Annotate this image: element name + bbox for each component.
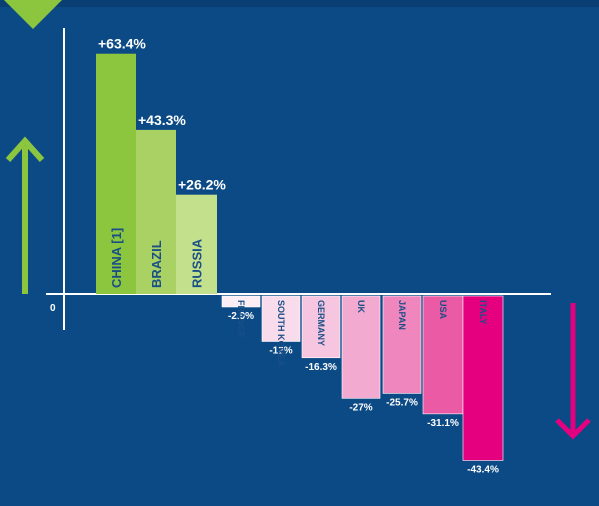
bar-china-1 <box>96 53 136 294</box>
down-arrow-icon <box>555 303 591 440</box>
bar-usa <box>422 295 464 415</box>
value-label-france: -2.9% <box>228 311 254 322</box>
value-label-china-1: +63.4% <box>98 36 146 52</box>
bar-brazil <box>136 129 176 294</box>
value-label-usa: -31.1% <box>427 418 459 429</box>
value-label-brazil: +43.3% <box>138 112 186 128</box>
value-label-germany: -16.3% <box>305 362 337 373</box>
category-label-south-korea: SOUTH KOREA <box>276 300 286 367</box>
value-label-russia: +26.2% <box>178 177 226 193</box>
value-label-south-korea: -12% <box>269 345 292 356</box>
bar-japan <box>382 295 422 394</box>
category-label-italy: ITALY <box>478 300 488 325</box>
category-label-france: FRANCE <box>236 300 246 338</box>
category-label-uk: UK <box>356 300 366 313</box>
bar-south-korea <box>261 295 301 342</box>
category-label-germany: GERMANY <box>316 300 326 346</box>
top-band <box>0 0 599 7</box>
bar-germany <box>301 295 341 359</box>
category-label-china-1: CHINA [1] <box>109 228 124 288</box>
bar-russia <box>176 194 217 294</box>
zero-label: 0 <box>50 303 56 314</box>
bar-uk <box>341 295 381 399</box>
value-label-italy: -43.4% <box>467 464 499 475</box>
bar-france <box>221 295 261 308</box>
value-label-japan: -25.7% <box>386 397 418 408</box>
corner-marker-icon <box>4 0 62 29</box>
value-label-uk: -27% <box>349 402 372 413</box>
category-label-usa: USA <box>438 300 448 320</box>
up-arrow-icon <box>5 136 45 294</box>
bars-group: +63.4% CHINA [1] +43.3% BRAZIL +26.2% RUSSIA -… <box>96 36 504 475</box>
category-label-japan: JAPAN <box>397 300 407 330</box>
category-label-russia: RUSSIA <box>190 238 205 288</box>
bar-italy <box>462 295 504 461</box>
category-label-brazil: BRAZIL <box>149 240 164 288</box>
